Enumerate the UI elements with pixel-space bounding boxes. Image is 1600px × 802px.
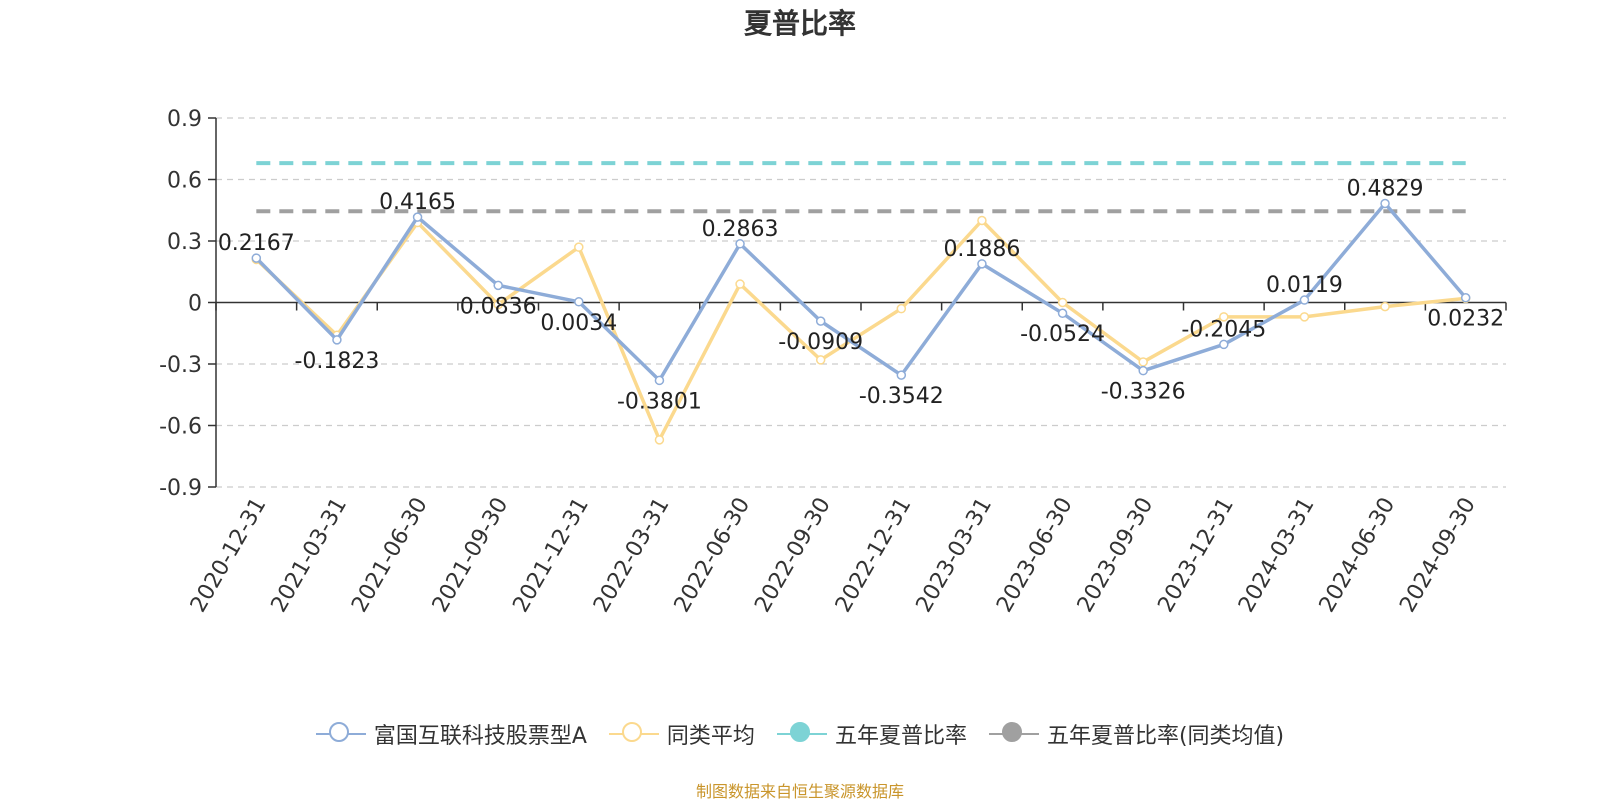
- data-point: [574, 297, 584, 307]
- data-label: 0.4165: [379, 190, 456, 215]
- x-tick-label: 2021-06-30: [347, 494, 433, 617]
- series-line: [255, 201, 1468, 383]
- x-tick-label: 2023-06-30: [992, 494, 1078, 617]
- x-tick-label: 2023-03-31: [912, 494, 998, 617]
- data-label: 0.1886: [943, 237, 1020, 262]
- x-tick-label: 2023-09-30: [1073, 494, 1159, 617]
- data-label: -0.1823: [294, 349, 379, 374]
- data-point: [251, 253, 262, 263]
- data-label: -0.2045: [1181, 317, 1266, 342]
- data-label: -0.3801: [617, 389, 702, 414]
- y-tick-label: -0.6: [159, 415, 202, 440]
- legend-item-peer-average[interactable]: 同类平均: [608, 718, 755, 750]
- data-point: [1460, 292, 1471, 303]
- data-point: [493, 299, 503, 310]
- sharpe-ratio-line-chart: 0.9 0.6 0.3 0 -0.3 -0.6 -0.92020-12-312021-03-…: [159, 107, 1507, 617]
- legend-marker-swatch: [789, 722, 810, 742]
- reference-lines: [256, 161, 1466, 214]
- x-tick-label: 2022-09-30: [750, 494, 836, 617]
- data-label: -0.3326: [1101, 380, 1186, 405]
- x-tick-label: 2024-09-30: [1395, 494, 1481, 617]
- data-point: [896, 303, 907, 314]
- data-point: [1380, 301, 1390, 312]
- data-point: [977, 259, 987, 269]
- data-point: [493, 280, 503, 291]
- legend: 富国互联科技股票型A 同类平均 五年夏普比率 五年夏普比率(同类均值): [0, 718, 1600, 750]
- data-point: [654, 375, 665, 386]
- data-label: -0.0909: [778, 330, 863, 355]
- data-point: [654, 435, 665, 445]
- legend-label: 五年夏普比率(同类均值): [1046, 724, 1285, 749]
- data-point: [977, 215, 987, 226]
- data-point: [815, 355, 826, 365]
- legend-filled-circle-icon: [776, 722, 827, 746]
- data-point: [1219, 312, 1229, 322]
- legend-marker-swatch: [621, 722, 642, 742]
- data-point: [574, 242, 584, 252]
- legend-circle-icon: [315, 722, 366, 746]
- data-label: 0.2863: [702, 217, 779, 242]
- legend-label: 富国互联科技股票型A: [373, 724, 587, 749]
- legend-item-five-year-sharpe-peer[interactable]: 五年夏普比率(同类均值): [988, 718, 1285, 750]
- legend-item-five-year-sharpe[interactable]: 五年夏普比率: [776, 718, 967, 750]
- y-tick-label: -0.3: [159, 353, 202, 378]
- legend-filled-circle-icon: [988, 722, 1039, 746]
- x-tick-label: 2022-03-31: [589, 494, 675, 617]
- series-line: [255, 218, 1466, 442]
- x-tick-label: 2024-06-30: [1315, 494, 1401, 617]
- y-tick-label: -0.9: [159, 476, 202, 501]
- series-lines: [251, 198, 1471, 445]
- legend-label: 五年夏普比率: [834, 724, 967, 749]
- data-label: -0.3542: [859, 384, 944, 409]
- legend-item-fund[interactable]: 富国互联科技股票型A: [315, 718, 587, 750]
- data-point: [1057, 297, 1068, 308]
- y-tick-label: 0.3: [167, 230, 202, 255]
- data-label: 0.0232: [1427, 307, 1504, 332]
- x-tick-label: 2021-09-30: [428, 494, 514, 617]
- chart-title: 夏普比率: [743, 7, 856, 40]
- legend-marker-swatch: [328, 722, 349, 742]
- x-tick-label: 2022-06-30: [670, 494, 756, 617]
- legend-marker-swatch: [1001, 722, 1022, 742]
- x-tick-label: 2020-12-31: [186, 494, 272, 617]
- data-point: [735, 239, 745, 249]
- x-tick-label: 2023-12-31: [1153, 494, 1239, 617]
- x-tick-label: 2021-03-31: [267, 494, 353, 617]
- data-point: [1138, 365, 1148, 376]
- grid-lines: [216, 117, 1506, 488]
- y-tick-label: 0: [188, 292, 202, 317]
- data-label: 0.0119: [1266, 273, 1343, 298]
- y-tick-label: 0.9: [167, 107, 202, 132]
- data-point: [815, 316, 826, 326]
- x-tick-label: 2021-12-31: [508, 494, 594, 617]
- data-label: 0.4829: [1347, 177, 1424, 202]
- data-point: [332, 335, 342, 345]
- data-point: [1299, 312, 1310, 322]
- x-tick-label: 2024-03-31: [1234, 494, 1320, 617]
- data-point: [1138, 357, 1148, 367]
- data-label: -0.0524: [1020, 322, 1105, 347]
- data-point: [735, 279, 745, 289]
- data-point: [1057, 308, 1068, 318]
- data-label: 0.2167: [218, 231, 295, 256]
- data-point: [1380, 198, 1390, 209]
- legend-label: 同类平均: [666, 724, 755, 749]
- data-point: [1299, 295, 1310, 305]
- data-source-note: 制图数据来自恒生聚源数据库: [695, 782, 904, 801]
- data-point: [412, 212, 423, 222]
- data-label: 0.0034: [540, 311, 617, 336]
- x-tick-label: 2022-12-31: [831, 494, 917, 617]
- legend-circle-icon: [608, 722, 659, 746]
- y-tick-label: 0.6: [167, 169, 202, 194]
- data-point: [896, 370, 907, 380]
- data-point: [1219, 339, 1229, 350]
- data-label: 0.0836: [460, 294, 537, 319]
